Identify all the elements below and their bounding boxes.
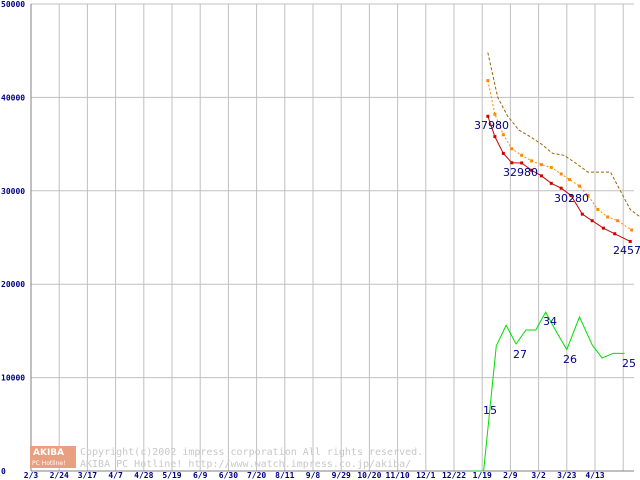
data-point-marker — [549, 181, 553, 185]
x-tick-label: 6/30 — [219, 471, 238, 480]
data-point-marker — [590, 219, 594, 223]
y-tick-label: 10000 — [1, 374, 25, 383]
data-label: 34 — [543, 315, 557, 328]
data-point-marker — [501, 133, 505, 137]
x-tick-label: 2/3 — [24, 471, 39, 480]
logo-bottom-text: PC Hotline! — [32, 460, 65, 467]
y-tick-label: 30000 — [1, 187, 25, 196]
akiba-logo — [30, 446, 76, 468]
series-line-upper-dashed — [487, 52, 640, 218]
y-tick-label: 20000 — [1, 280, 25, 289]
x-tick-label: 4/13 — [585, 471, 604, 480]
x-tick-label: 9/29 — [332, 471, 351, 480]
logo-top-text: AKIBA — [33, 448, 64, 458]
x-tick-label: 9/8 — [306, 471, 321, 480]
x-tick-label: 3/23 — [557, 471, 576, 480]
x-tick-label: 7/20 — [247, 471, 266, 480]
data-point-marker — [580, 212, 584, 216]
data-point-marker — [628, 239, 632, 243]
x-tick-label: 2/9 — [503, 471, 518, 480]
data-point-marker — [577, 184, 581, 188]
data-point-marker — [596, 207, 600, 211]
site-url-line: AKIBA PC Hotline! http://www.watch.impre… — [80, 459, 411, 470]
data-point-marker — [568, 178, 572, 182]
series-line-mid-dotted — [487, 80, 632, 231]
data-point-marker — [493, 135, 497, 139]
data-point-marker — [520, 153, 524, 157]
x-tick-label: 4/7 — [108, 471, 123, 480]
data-label: 24579 — [613, 244, 640, 257]
x-tick-label: 11/10 — [386, 471, 410, 480]
y-tick-label: 50000 — [1, 0, 25, 9]
data-label: 26 — [563, 353, 577, 366]
data-point-marker — [549, 165, 553, 169]
data-point-marker — [601, 226, 605, 230]
x-tick-label: 3/17 — [78, 471, 97, 480]
data-point-marker — [586, 193, 590, 197]
data-point-marker — [486, 79, 490, 83]
x-tick-label: 3/2 — [531, 471, 546, 480]
data-point-marker — [606, 215, 610, 219]
data-label: 37980 — [474, 119, 509, 132]
x-tick-label: 12/1 — [416, 471, 435, 480]
data-point-marker — [539, 174, 543, 178]
data-label: 32980 — [503, 166, 538, 179]
data-labels: 37980 32980 30280 24579 15 27 34 26 25 — [474, 119, 640, 417]
data-point-marker — [486, 114, 490, 118]
y-tick-label: 40000 — [1, 93, 25, 102]
x-tick-label: 6/9 — [193, 471, 208, 480]
data-point-marker — [493, 112, 497, 116]
x-tick-label: 2/24 — [50, 471, 69, 480]
data-point-marker — [559, 186, 563, 190]
x-tick-label: 1/19 — [473, 471, 492, 480]
data-label: 30280 — [554, 192, 589, 205]
copyright-line: Copyright(c)2002 impress corporation All… — [80, 447, 423, 458]
data-point-marker — [539, 163, 543, 167]
series-lines — [470, 52, 640, 472]
data-point-marker — [501, 151, 505, 155]
data-point-marker — [630, 228, 634, 232]
data-point-marker — [559, 172, 563, 176]
data-point-marker — [520, 161, 524, 165]
data-point-marker — [510, 161, 514, 165]
data-point-marker — [613, 232, 617, 236]
data-point-marker — [616, 219, 620, 223]
x-tick-label: 10/20 — [357, 471, 381, 480]
y-tick-label: 0 — [1, 467, 6, 476]
watermark: AKIBA PC Hotline! Copyright(c)2002 impre… — [30, 446, 423, 470]
grid-lines — [30, 3, 634, 472]
data-label: 25 — [622, 357, 636, 370]
data-point-marker — [530, 168, 534, 172]
data-point-marker — [569, 193, 573, 197]
data-point-marker — [530, 159, 534, 163]
x-tick-label: 12/22 — [442, 471, 466, 480]
data-label: 27 — [513, 348, 527, 361]
x-tick-label: 5/19 — [162, 471, 181, 480]
x-tick-label: 4/28 — [134, 471, 153, 480]
series-line-count — [483, 311, 625, 472]
data-point-marker — [510, 147, 514, 151]
data-label: 15 — [483, 404, 497, 417]
x-tick-label: 8/11 — [275, 471, 294, 480]
